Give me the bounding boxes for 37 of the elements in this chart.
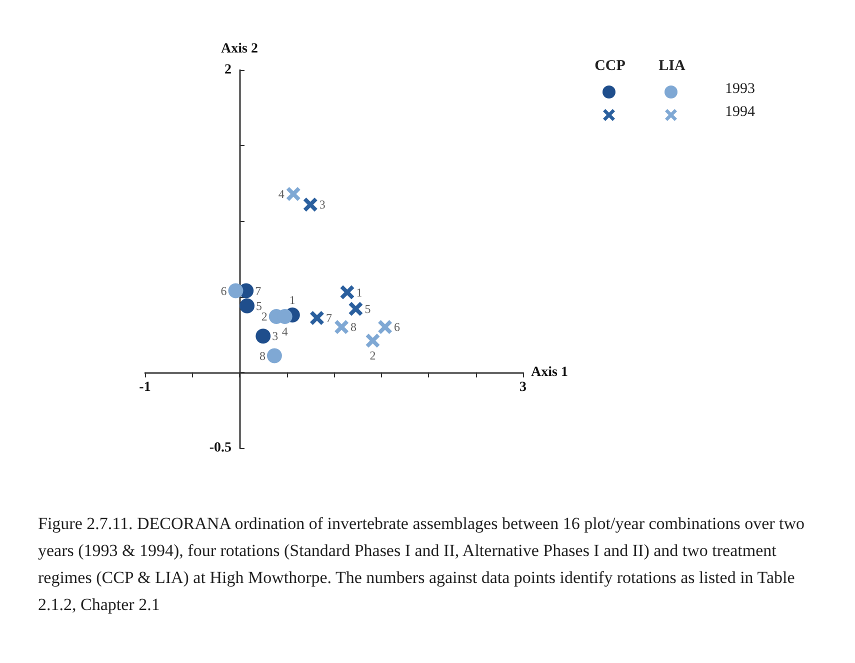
- point: [378, 320, 392, 334]
- annotation: 3: [319, 198, 326, 212]
- point: [366, 334, 380, 348]
- point: [256, 328, 271, 344]
- annotation: 5: [364, 302, 371, 316]
- point: [266, 348, 282, 364]
- point: [303, 198, 318, 212]
- point: [334, 320, 349, 334]
- annotation: 6: [220, 284, 227, 298]
- annotation: 1: [356, 285, 362, 300]
- annotation: 2: [370, 348, 376, 363]
- point: [240, 298, 255, 314]
- text: 1994: [725, 104, 755, 121]
- annotation: 6: [394, 320, 400, 334]
- annotation: 7: [255, 284, 262, 298]
- annotation: 3: [272, 329, 278, 344]
- annotation: 2: [261, 309, 268, 324]
- text: 1993: [725, 81, 755, 98]
- y-axis-title: Axis 2: [221, 42, 258, 56]
- point: [310, 310, 324, 325]
- point: [228, 283, 244, 298]
- caption: Figure 2.7.11. DECORANA ordination of invertebrate assemblages between 16 plot/year combinations over two years (1993 & 1994), four rotations (Standard Phases I and II, Alternative Phases I and II) and two treatment regimes (CCP & LIA) at High Mowthorpe. The numbers against data points identify rotations as listed in Table 2.1.2, Chapter 2.1: [38, 513, 806, 616]
- annotation: 4: [282, 324, 288, 338]
- x-tick-label: -1: [139, 380, 151, 395]
- annotation: 1: [289, 292, 296, 307]
- annotation: 4: [278, 186, 284, 201]
- text: CCP: [594, 58, 626, 75]
- annotation: 8: [350, 320, 357, 334]
- point: [340, 285, 354, 300]
- y-tick-label: -0.5: [209, 440, 232, 456]
- text: LIA: [658, 58, 686, 75]
- annotation: 5: [256, 298, 262, 313]
- point: [348, 302, 363, 316]
- point: [286, 186, 300, 201]
- annotation: 8: [259, 348, 266, 363]
- annotation: 7: [326, 310, 332, 325]
- x-axis-title: Axis 1: [531, 364, 568, 380]
